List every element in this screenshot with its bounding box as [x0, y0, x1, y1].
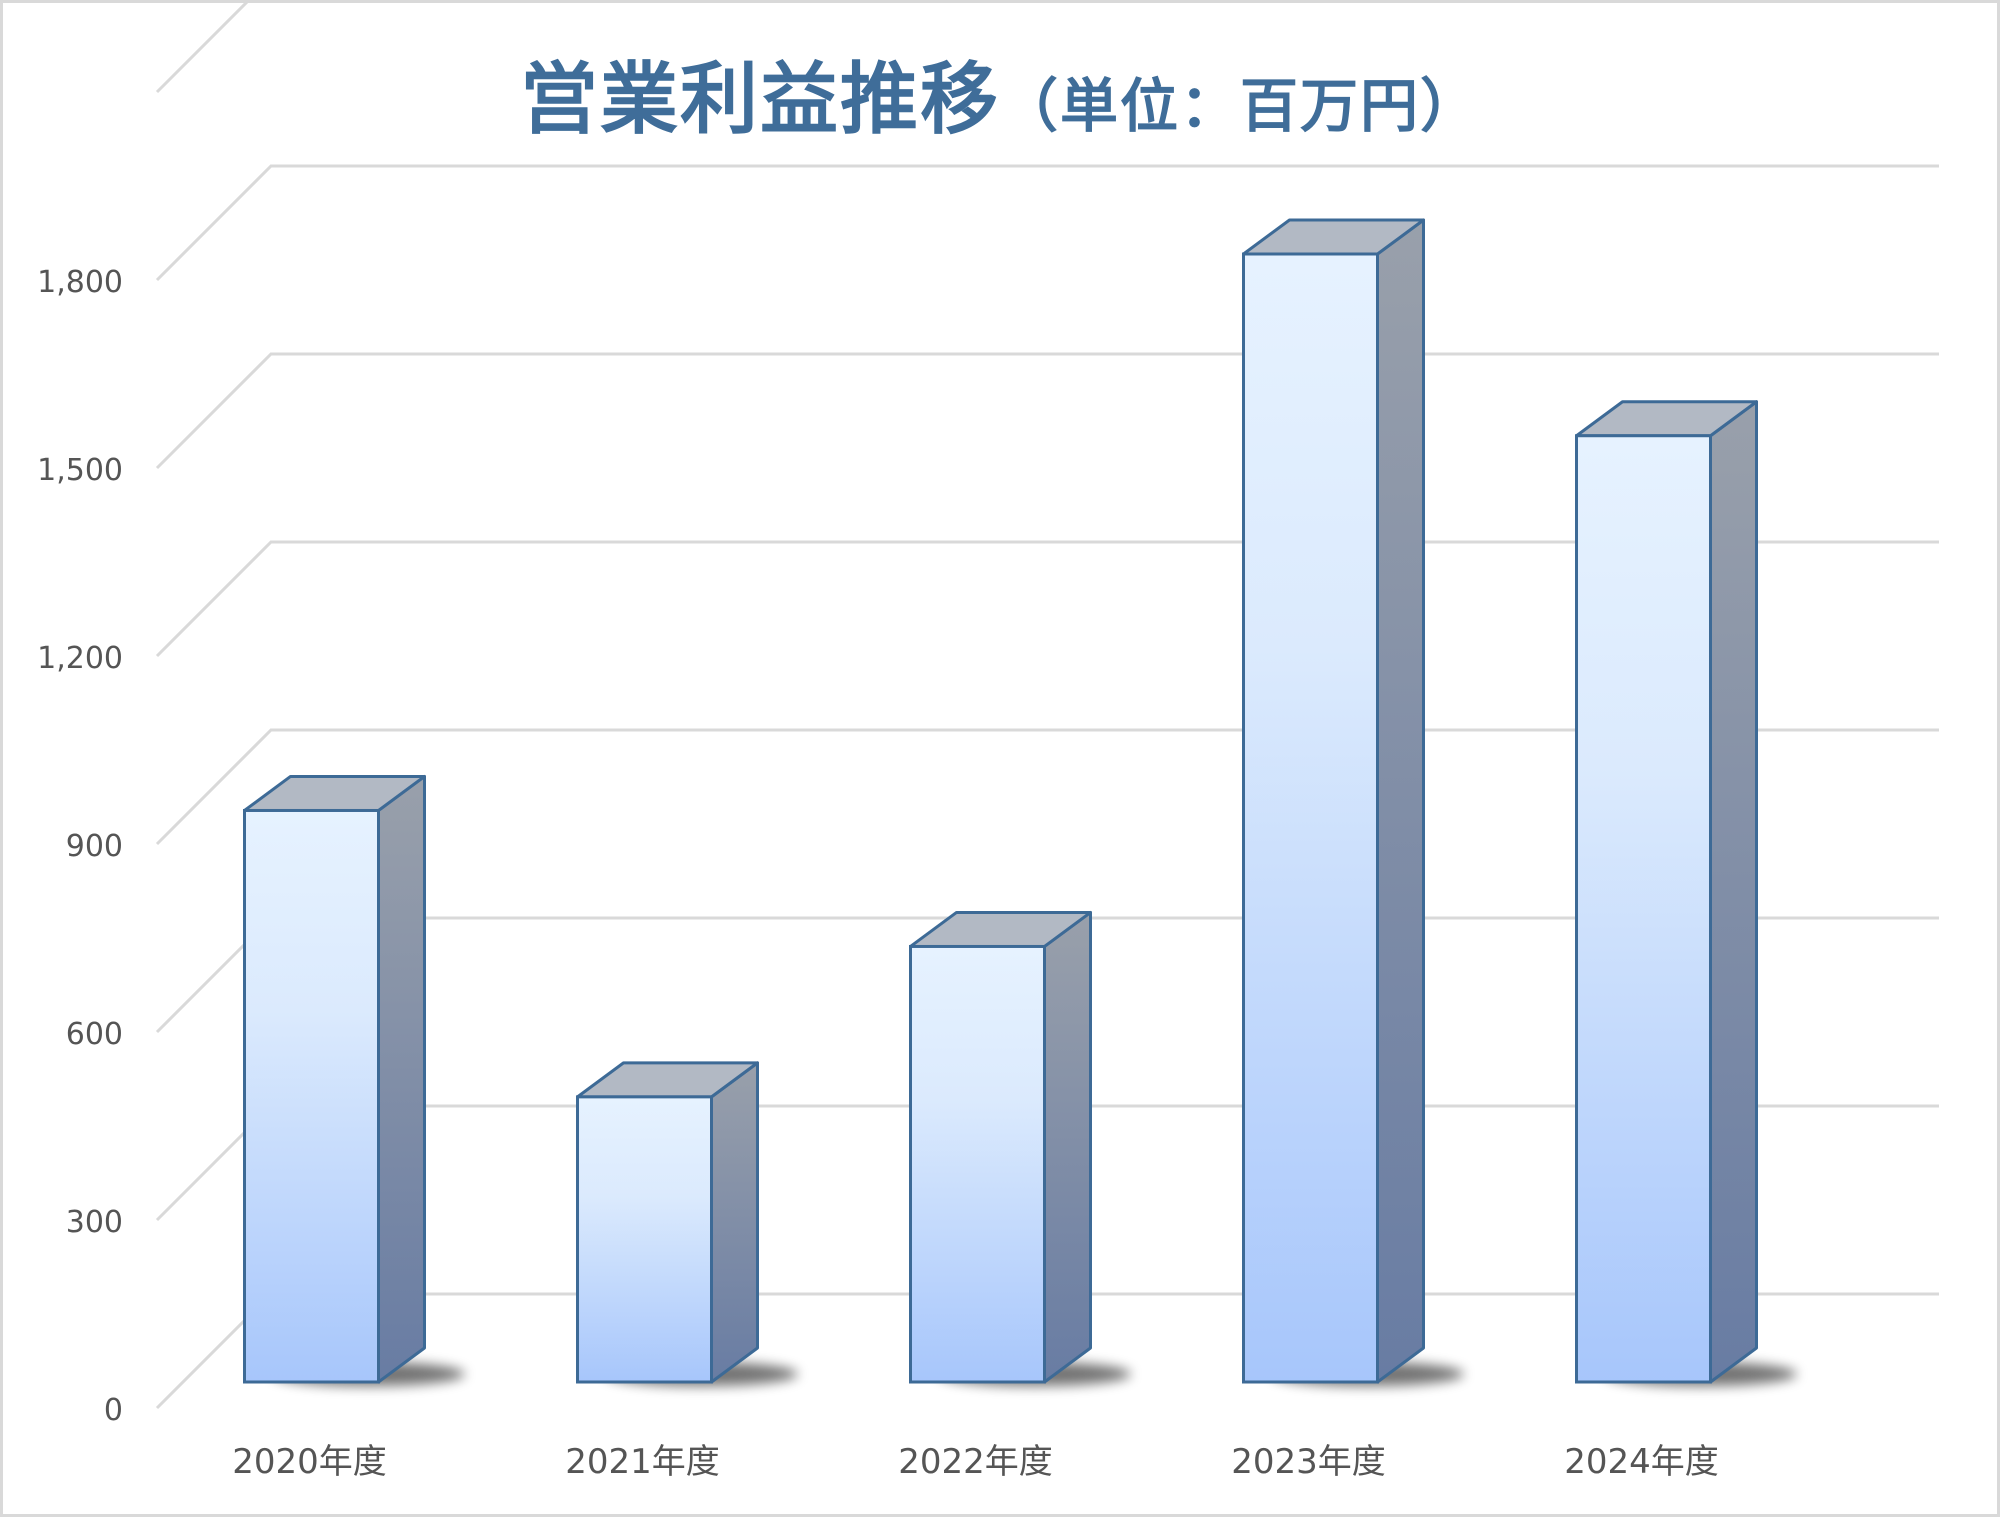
chart-title: 営業利益推移（単位：百万円）: [3, 37, 1997, 149]
bar-front: [1242, 252, 1379, 1384]
gridline: [155, 3, 249, 94]
y-tick-label: 1,500: [37, 453, 123, 488]
y-tick-label: 1,800: [37, 265, 123, 300]
y-axis: 0 300 600 900 1,200 1,500 1,800: [37, 265, 123, 1428]
bar-2021年度: [576, 1061, 798, 1386]
y-tick-label: 300: [66, 1205, 123, 1240]
gridline: [155, 164, 1939, 282]
bar-side: [710, 1061, 759, 1384]
bar-side: [377, 774, 426, 1384]
x-tick-label: 2020年度: [232, 1442, 387, 1482]
y-tick-label: 1,200: [37, 641, 123, 676]
y-tick-label: 900: [66, 829, 123, 864]
bar-2024年度: [1575, 400, 1797, 1386]
x-axis: 2020年度 2021年度 2022年度 2023年度 2024年度: [232, 1442, 1719, 1482]
bar-2022年度: [909, 910, 1131, 1386]
chart-title-unit: （単位：百万円）: [1000, 72, 1481, 140]
bar-side: [1043, 910, 1092, 1384]
x-tick-label: 2023年度: [1231, 1442, 1386, 1482]
bar-2023年度: [1242, 218, 1464, 1386]
bar-2020年度: [243, 774, 465, 1386]
bar-side: [1376, 218, 1425, 1384]
y-tick-label: 0: [104, 1393, 123, 1428]
bar-front: [909, 944, 1046, 1384]
bar-side: [1709, 400, 1758, 1384]
y-tick-label: 600: [66, 1017, 123, 1052]
bar-front: [1575, 434, 1712, 1384]
x-tick-label: 2024年度: [1564, 1442, 1719, 1482]
bar-front: [243, 808, 380, 1384]
chart-title-main: 営業利益推移: [519, 55, 1000, 145]
x-tick-label: 2021年度: [565, 1442, 720, 1482]
x-tick-label: 2022年度: [898, 1442, 1053, 1482]
bar-front: [576, 1095, 713, 1384]
bars: [243, 218, 1797, 1386]
